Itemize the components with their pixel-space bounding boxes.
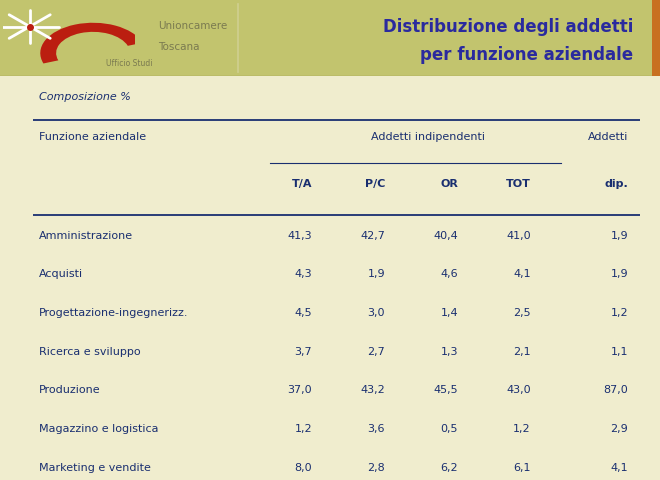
Text: 3,0: 3,0 <box>368 308 385 318</box>
Text: 8,0: 8,0 <box>294 463 312 473</box>
Text: 4,1: 4,1 <box>513 269 531 279</box>
Text: Addetti indipendenti: Addetti indipendenti <box>371 132 484 142</box>
Text: Marketing e vendite: Marketing e vendite <box>39 463 151 473</box>
Text: dip.: dip. <box>605 180 628 189</box>
FancyBboxPatch shape <box>0 0 660 76</box>
Text: 1,9: 1,9 <box>368 269 385 279</box>
Text: 43,0: 43,0 <box>506 385 531 395</box>
Text: Funzione aziendale: Funzione aziendale <box>39 132 147 142</box>
Text: 1,1: 1,1 <box>610 347 628 357</box>
Text: 6,1: 6,1 <box>513 463 531 473</box>
Text: OR: OR <box>440 180 458 189</box>
Text: Toscana: Toscana <box>158 42 200 52</box>
Wedge shape <box>40 23 143 63</box>
Text: 4,6: 4,6 <box>440 269 458 279</box>
Text: 1,3: 1,3 <box>440 347 458 357</box>
Text: 4,3: 4,3 <box>294 269 312 279</box>
Text: 45,5: 45,5 <box>434 385 458 395</box>
Text: 3,6: 3,6 <box>368 424 385 434</box>
Text: 1,2: 1,2 <box>294 424 312 434</box>
Text: Progettazione-ingegnerizz.: Progettazione-ingegnerizz. <box>39 308 189 318</box>
Text: 2,7: 2,7 <box>368 347 385 357</box>
Text: 2,9: 2,9 <box>610 424 628 434</box>
Text: Addetti: Addetti <box>587 132 628 142</box>
Text: 37,0: 37,0 <box>288 385 312 395</box>
Text: 3,7: 3,7 <box>294 347 312 357</box>
Text: Unioncamere: Unioncamere <box>158 21 228 31</box>
Text: P/C: P/C <box>365 180 385 189</box>
Text: 42,7: 42,7 <box>360 230 385 240</box>
Text: 2,5: 2,5 <box>513 308 531 318</box>
Text: 2,1: 2,1 <box>513 347 531 357</box>
FancyBboxPatch shape <box>652 0 660 76</box>
Text: T/A: T/A <box>292 180 312 189</box>
Text: 4,1: 4,1 <box>610 463 628 473</box>
Text: Magazzino e logistica: Magazzino e logistica <box>39 424 158 434</box>
Text: 1,9: 1,9 <box>610 230 628 240</box>
Text: 40,4: 40,4 <box>434 230 458 240</box>
Text: Distribuzione degli addetti: Distribuzione degli addetti <box>383 18 634 36</box>
Text: 41,0: 41,0 <box>506 230 531 240</box>
Text: Ufficio Studi: Ufficio Studi <box>106 59 152 68</box>
Text: 1,2: 1,2 <box>513 424 531 434</box>
Text: Produzione: Produzione <box>39 385 101 395</box>
Text: 1,4: 1,4 <box>440 308 458 318</box>
Text: 1,9: 1,9 <box>610 269 628 279</box>
Text: Amministrazione: Amministrazione <box>39 230 133 240</box>
Text: Acquisti: Acquisti <box>39 269 83 279</box>
Text: Composizione %: Composizione % <box>39 93 131 102</box>
Text: per funzione aziendale: per funzione aziendale <box>420 46 634 64</box>
Text: 41,3: 41,3 <box>288 230 312 240</box>
Text: 1,2: 1,2 <box>610 308 628 318</box>
Text: 43,2: 43,2 <box>360 385 385 395</box>
Text: 6,2: 6,2 <box>440 463 458 473</box>
Text: 87,0: 87,0 <box>603 385 628 395</box>
Text: 4,5: 4,5 <box>294 308 312 318</box>
Text: TOT: TOT <box>506 180 531 189</box>
Text: 0,5: 0,5 <box>440 424 458 434</box>
Text: 2,8: 2,8 <box>368 463 385 473</box>
Text: Ricerca e sviluppo: Ricerca e sviluppo <box>39 347 141 357</box>
